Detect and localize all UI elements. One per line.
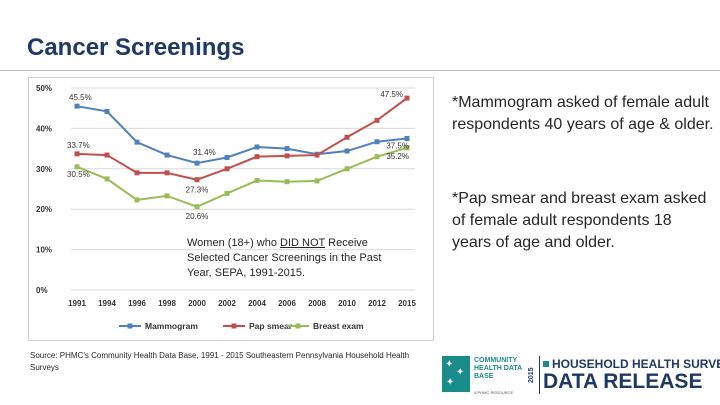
- community-health-logo-icon: ✦ ✦ ✦: [442, 356, 470, 392]
- y-tick-label: 30%: [36, 165, 52, 174]
- data-point: [374, 139, 380, 145]
- chart-title-line2: Selected Cancer Screenings in the Past: [187, 252, 382, 264]
- data-point: [314, 152, 320, 158]
- mammogram-footnote: *Mammogram asked of female adult respond…: [452, 94, 714, 133]
- data-point: [374, 154, 380, 160]
- data-point: [224, 190, 230, 196]
- legend-swatch-marker: [127, 323, 133, 329]
- x-tick-label: 2000: [188, 299, 206, 308]
- data-point: [134, 139, 140, 145]
- data-point: [254, 144, 260, 150]
- data-point: [164, 193, 170, 199]
- data-point: [404, 145, 410, 151]
- logo-data-release: DATA RELEASE: [543, 370, 703, 393]
- x-tick-label: 2010: [338, 299, 356, 308]
- chart-title-line3: Year, SEPA, 1991-2015.: [187, 267, 306, 279]
- data-label: 30.5%: [67, 170, 90, 179]
- x-tick-label: 1996: [128, 299, 146, 308]
- x-tick-label: 1998: [158, 299, 176, 308]
- data-point: [284, 153, 290, 159]
- series-line: [76, 97, 408, 181]
- data-point: [404, 95, 410, 101]
- data-label: 45.5%: [69, 93, 92, 102]
- legend-swatch-marker: [295, 323, 301, 329]
- page-title: Cancer Screenings: [27, 34, 245, 61]
- data-point: [224, 154, 230, 160]
- logo-bullet-icon: [543, 361, 549, 367]
- data-point: [344, 148, 350, 154]
- x-tick-label: 2004: [248, 299, 266, 308]
- data-point: [104, 152, 110, 158]
- logo-subtitle: A PHMC RESOURCE: [474, 390, 514, 395]
- data-point: [104, 108, 110, 114]
- x-tick-label: 1994: [98, 299, 116, 308]
- data-point: [104, 176, 110, 182]
- x-tick-label: 2002: [218, 299, 236, 308]
- x-tick-label: 2008: [308, 299, 326, 308]
- chart-title-line1-after: Receive: [325, 237, 368, 249]
- data-point: [284, 146, 290, 152]
- legend-label: Pap smear: [249, 321, 293, 331]
- data-point: [74, 151, 80, 157]
- y-tick-label: 50%: [36, 84, 52, 93]
- data-point: [194, 160, 200, 166]
- pap-breast-footnote: *Pap smear and breast exam asked of fema…: [452, 190, 707, 251]
- survey-logo: ✦ ✦ ✦ COMMUNITY HEALTH DATA BASE A PHMC …: [440, 352, 720, 400]
- y-tick-label: 0%: [36, 286, 48, 295]
- data-point: [164, 152, 170, 158]
- data-point: [224, 166, 230, 172]
- data-label: 33.7%: [67, 141, 90, 150]
- line-chart: 0% 10% 20% 30% 40% 50% 1991 1994 1996 1998 2000 200…: [36, 84, 416, 331]
- data-point: [164, 170, 170, 176]
- logo-survey-name: HOUSEHOLD HEALTH SURVEY: [552, 357, 720, 371]
- chart-title: Women (18+) who DID NOT Receive Selected…: [187, 236, 397, 281]
- y-tick-label: 20%: [36, 205, 52, 214]
- logo-divider: [539, 356, 540, 394]
- legend-label: Breast exam: [313, 321, 364, 331]
- data-point: [194, 177, 200, 183]
- legend-label: Mammogram: [145, 321, 198, 331]
- legend-swatch-marker: [231, 323, 237, 329]
- x-tick-label: 2006: [278, 299, 296, 308]
- title-divider: [0, 70, 720, 71]
- data-point: [74, 103, 80, 109]
- data-point: [344, 166, 350, 172]
- x-tick-label: 2015: [398, 299, 416, 308]
- data-label: 35.2%: [386, 152, 409, 161]
- data-point: [254, 178, 260, 184]
- x-tick-label: 1991: [68, 299, 86, 308]
- data-point: [314, 178, 320, 184]
- chart-title-underlined: DID NOT: [280, 237, 326, 249]
- y-tick-label: 40%: [36, 124, 52, 133]
- source-note: Source: PHMC's Community Health Data Bas…: [30, 351, 410, 372]
- data-label: 31.4%: [193, 148, 216, 157]
- data-point: [134, 170, 140, 176]
- logo-brand-text: COMMUNITY HEALTH DATA BASE: [474, 357, 522, 380]
- data-point: [194, 204, 200, 210]
- data-point: [344, 134, 350, 140]
- y-tick-label: 10%: [36, 246, 52, 255]
- series-line: [76, 146, 408, 208]
- data-label: 27.3%: [186, 186, 209, 195]
- data-point: [404, 136, 410, 141]
- data-point: [284, 179, 290, 185]
- x-tick-label: 2012: [368, 299, 386, 308]
- data-point: [74, 164, 80, 170]
- data-point: [374, 117, 380, 123]
- data-point: [134, 197, 140, 203]
- data-label: 47.5%: [380, 90, 403, 99]
- data-label: 20.6%: [186, 212, 209, 221]
- data-point: [254, 154, 260, 160]
- logo-year: 2015: [528, 367, 535, 383]
- data-label: 37.5%: [386, 142, 409, 151]
- series-line: [76, 105, 408, 165]
- chart-title-line1-before: Women (18+) who: [187, 237, 281, 249]
- chart-frame: 0% 10% 20% 30% 40% 50% 1991 1994 1996 1998 2000 200…: [28, 77, 434, 341]
